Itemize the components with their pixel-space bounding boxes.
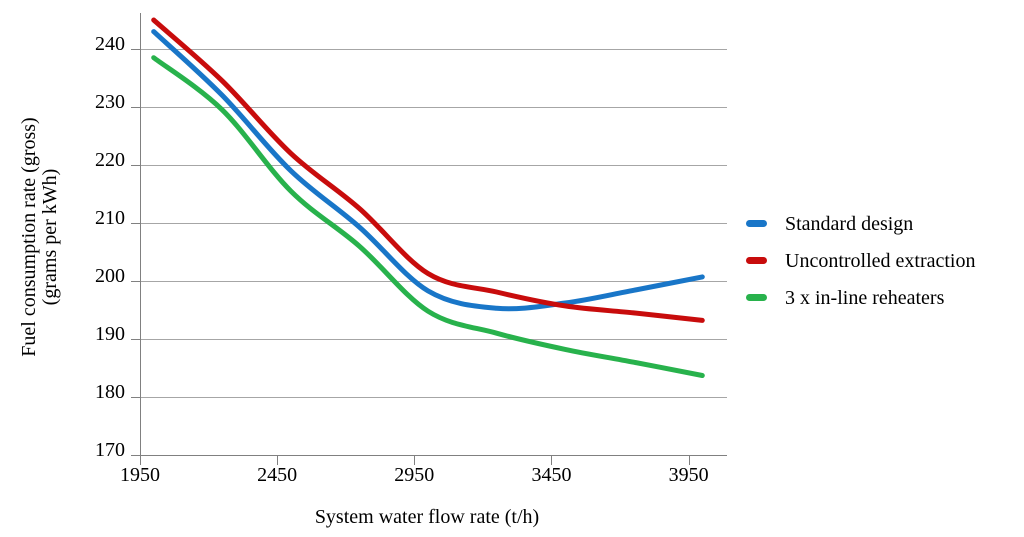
y-tick-label-230: 230	[95, 91, 125, 113]
y-tick-label-190: 190	[95, 323, 125, 345]
x-tick-label-1950: 1950	[120, 464, 160, 486]
series-line-uncontrolled-extraction	[151, 17, 705, 323]
x-axis-title: System water flow rate (t/h)	[314, 506, 540, 528]
legend-swatch-inline-reheaters	[746, 294, 767, 301]
legend-item-uncontrolled-extraction: Uncontrolled extraction	[746, 242, 976, 279]
legend-item-standard-design: Standard design	[746, 205, 976, 242]
y-tick-label-180: 180	[95, 381, 125, 403]
legend: Standard design Uncontrolled extraction …	[746, 205, 976, 316]
y-tick-label-170: 170	[95, 439, 125, 461]
legend-item-inline-reheaters: 3 x in-line reheaters	[746, 279, 976, 316]
legend-label-uncontrolled-extraction: Uncontrolled extraction	[785, 249, 976, 272]
y-tick-label-220: 220	[95, 149, 125, 171]
y-tick-label-240: 240	[95, 33, 125, 55]
y-tick-label-210: 210	[95, 207, 125, 229]
x-tick-label-2950: 2950	[394, 464, 435, 486]
series-line-standard-design	[151, 29, 705, 312]
series-line-3-x-in-line-reheaters	[151, 55, 705, 378]
legend-swatch-standard-design	[746, 220, 767, 227]
legend-swatch-uncontrolled-extraction	[746, 257, 767, 264]
legend-label-inline-reheaters: 3 x in-line reheaters	[785, 286, 945, 309]
y-tick-label-200: 200	[95, 265, 125, 287]
x-tick-label-3450: 3450	[531, 464, 572, 486]
x-tick-label-3950: 3950	[668, 464, 709, 486]
legend-label-standard-design: Standard design	[785, 212, 914, 235]
x-tick-label-2450: 2450	[257, 464, 298, 486]
